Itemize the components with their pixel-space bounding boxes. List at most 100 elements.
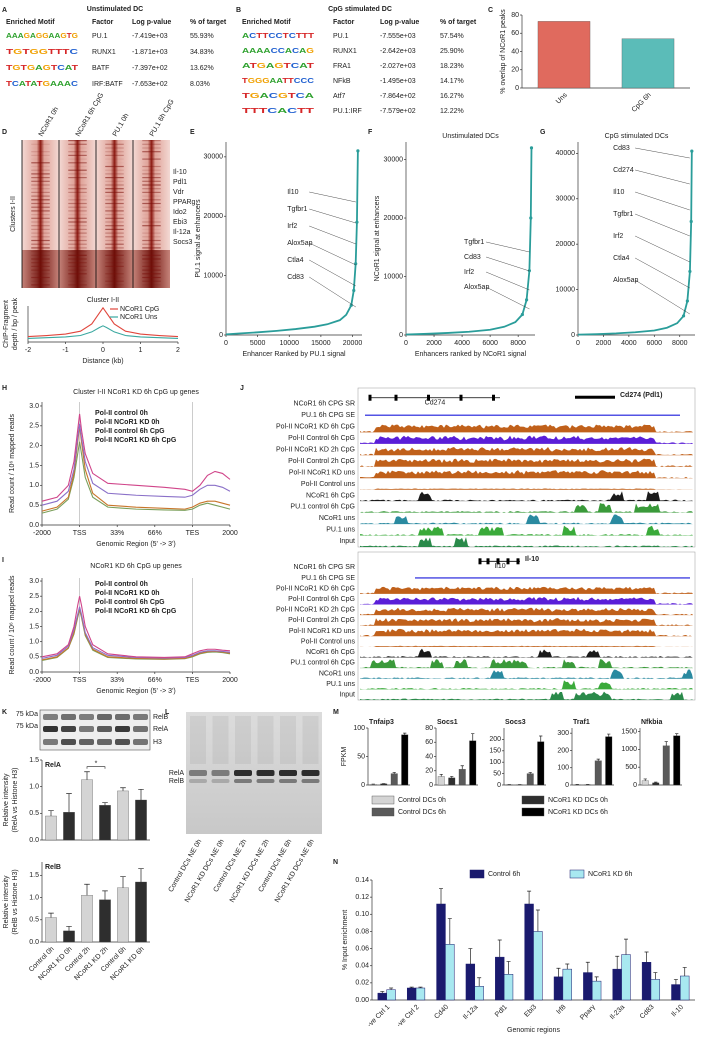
heatmap-stripe [142, 188, 161, 190]
heatmap-stripe [68, 251, 87, 253]
heatmap-column-label: PU.1 6h CpG [149, 98, 176, 138]
motif-letter: G [262, 78, 270, 85]
panel-label: F [368, 129, 373, 136]
heatmap-stripe [68, 273, 87, 275]
blot-band [133, 739, 148, 745]
x-tick-label: Cd83 [639, 1004, 656, 1021]
legend-swatch [371, 807, 395, 817]
point [685, 299, 689, 303]
motif-letter: C [249, 33, 256, 40]
heatmap-stripe [142, 158, 161, 160]
table-title: CpG stimulated DC [328, 6, 392, 13]
motif-letter: T [25, 81, 32, 88]
heatmap-stripe [105, 258, 124, 260]
heatmap-stripe [31, 269, 50, 271]
bar [673, 735, 681, 786]
motif-letter: C [276, 33, 283, 40]
table-cell: -7.419e+03 [132, 33, 168, 40]
series-line [577, 151, 693, 336]
motif-letter: A [299, 48, 306, 55]
annotation: Ctla4 [613, 255, 629, 262]
y-tick-label: 30000 [204, 154, 224, 161]
heatmap-stripe [31, 206, 50, 208]
table-cell: 16.27% [440, 93, 464, 100]
y-axis-label: depth / bp / peak [12, 297, 19, 350]
chart-title: Unstimulated DCs [442, 133, 499, 140]
table-cell: -7.579e+02 [380, 108, 416, 115]
bar [537, 21, 591, 89]
heatmap-stripe [68, 284, 87, 286]
track-label: Pol-II NCoR1 KD 6h CpG [276, 423, 355, 430]
annotation: Cd83 [613, 145, 630, 152]
motif-logo: TG G G A A TTC C C [242, 78, 314, 85]
heatmap-stripe [68, 143, 87, 145]
table-cell: 55.93% [190, 33, 214, 40]
y-tick-label: 2.5 [29, 423, 39, 430]
track-signal [360, 607, 693, 616]
heatmap-stripe [105, 262, 124, 264]
legend-label: NCoR1 KD DCs 0h [548, 797, 608, 804]
annotation: Irf2 [613, 233, 623, 240]
heatmap-stripe [142, 147, 161, 149]
x-tick-label: Pparγ [579, 1003, 597, 1021]
chart-title: Socs3 [505, 719, 526, 726]
error-bar [654, 781, 658, 783]
annotation: Alox5ap [613, 277, 638, 284]
annotation: Il10 [287, 189, 298, 196]
error-bar [418, 986, 423, 988]
table-cell: -7.555e+03 [380, 33, 416, 40]
error-bar [409, 986, 414, 988]
heatmap-stripe [142, 210, 161, 212]
heatmap-stripe [68, 236, 87, 238]
panel-label: H [2, 385, 7, 392]
motif-letter: A [6, 33, 12, 40]
heatmap-dense [96, 250, 133, 288]
gel-smear [235, 716, 251, 764]
heatmap-stripe [31, 251, 50, 253]
error-bar [389, 987, 394, 990]
x-tick-label: 66% [148, 677, 162, 684]
heatmap-gene: Ido2 [173, 209, 187, 216]
track-label: Input [339, 538, 355, 545]
heatmap-stripe [142, 265, 161, 267]
table-cell: -1.495e+03 [380, 78, 416, 85]
track-signal [360, 488, 693, 490]
error-bar [138, 868, 144, 882]
y-tick-label: 0 [515, 85, 519, 92]
heatmap-stripe [68, 154, 87, 156]
annotation: Irf2 [287, 223, 297, 230]
y-tick-label: 10000 [556, 286, 576, 293]
heatmap-stripe [105, 173, 124, 175]
annotation: Cd274 [613, 167, 634, 174]
bar [621, 38, 675, 89]
motif-letter: T [262, 33, 269, 40]
motif-letter: A [249, 48, 256, 55]
x-axis-label: Genomic regions [507, 1027, 560, 1034]
heatmap-stripe [68, 258, 87, 260]
motif-letter: T [242, 108, 252, 115]
y-axis-label: % overlap of NCoR1 peaks [500, 9, 507, 94]
gel-band [189, 779, 207, 783]
heatmap-column-label: PU.1 0h [112, 112, 131, 137]
motif-letter: A [285, 48, 292, 55]
series-line [225, 150, 359, 336]
y-tick-label: 10000 [204, 272, 224, 279]
motif-letter: C [292, 48, 299, 55]
series-line [41, 413, 231, 502]
table-cell: IRF:BATF [92, 81, 123, 88]
motif-letter: T [6, 49, 14, 56]
heatmap-stripe [105, 206, 124, 208]
heatmap-stripe [142, 217, 161, 219]
x-tick-label: 2000 [596, 340, 612, 347]
point [689, 219, 693, 224]
motif-letter: T [296, 33, 303, 40]
heatmap-stripe [105, 280, 124, 282]
y-tick-label: 30000 [384, 156, 404, 163]
heatmap-stripe [142, 177, 161, 179]
blot-band [97, 739, 112, 745]
track-label: Pol-II Control uns [301, 481, 356, 488]
x-tick-label: 0 [404, 340, 408, 347]
